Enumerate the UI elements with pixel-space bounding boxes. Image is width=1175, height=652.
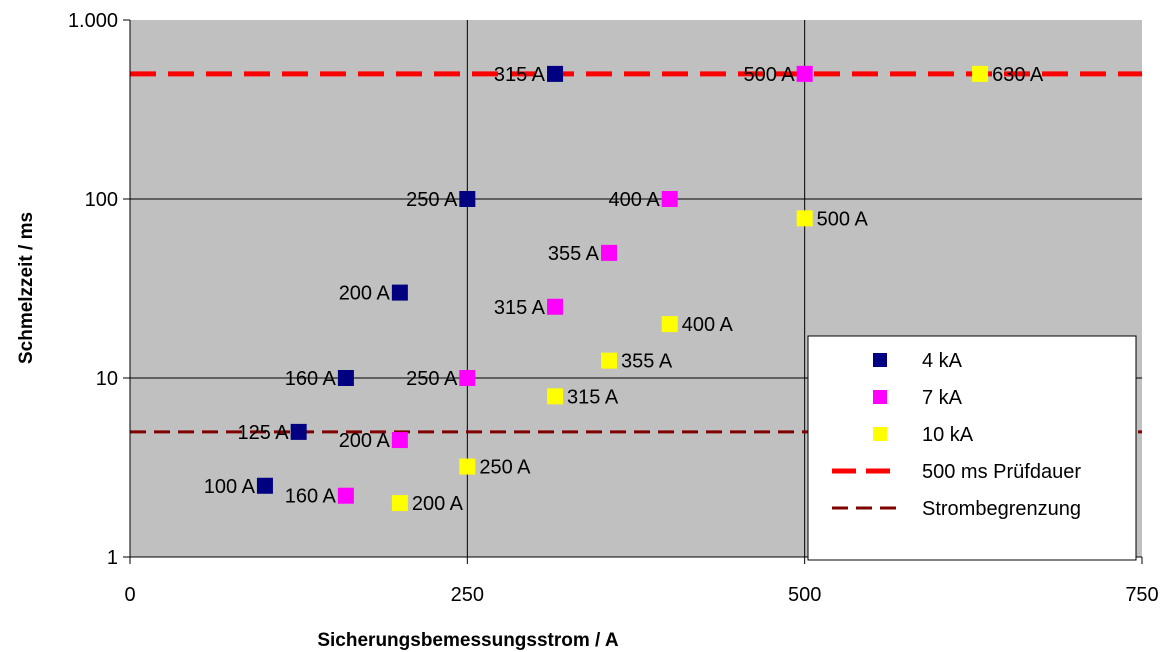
data-label: 400 A — [682, 314, 734, 336]
data-label: 355 A — [548, 243, 600, 265]
data-point-series-2 — [547, 298, 564, 315]
data-point-series-3 — [601, 352, 618, 369]
data-point-series-3 — [972, 65, 989, 82]
data-label: 200 A — [339, 430, 391, 452]
data-point-series-2 — [391, 432, 408, 449]
data-label: 125 A — [237, 422, 289, 444]
data-label: 200 A — [339, 283, 391, 305]
data-point-series-1 — [256, 477, 273, 494]
data-label: 500 A — [817, 208, 869, 230]
data-point-series-3 — [547, 388, 564, 405]
data-label: 500 A — [743, 64, 795, 86]
data-points — [256, 65, 989, 512]
legend-marker — [873, 353, 887, 367]
data-label: 315 A — [567, 386, 619, 408]
legend-marker — [873, 427, 887, 441]
legend-label: Strombegrenzung — [922, 498, 1081, 520]
data-label: 315 A — [494, 64, 546, 86]
data-label: 200 A — [412, 493, 464, 515]
data-point-series-3 — [796, 210, 813, 227]
data-point-series-1 — [391, 284, 408, 301]
x-tick-label: 250 — [451, 584, 484, 606]
legend-label: 500 ms Prüfdauer — [922, 461, 1081, 483]
data-point-series-3 — [459, 458, 476, 475]
point-labels: 100 A 125 A 160 A 200 A 250 A 315 A 160 A 200 A… — [204, 64, 1044, 515]
data-label: 160 A — [285, 486, 337, 508]
y-tick-label: 10 — [96, 368, 118, 390]
data-point-series-1 — [459, 191, 476, 207]
legend-label: 10 kA — [922, 424, 974, 446]
legend-box — [807, 335, 1137, 561]
y-tick-label: 1 — [107, 547, 118, 569]
legend-label: 4 kA — [922, 350, 963, 372]
x-tick-label: 500 — [788, 584, 821, 606]
data-label: 630 A — [992, 64, 1044, 86]
data-point-series-2 — [337, 487, 354, 504]
y-tick-label: 1.000 — [68, 10, 118, 32]
data-point-series-2 — [661, 191, 678, 207]
tick-labels: 1 10 100 1.000 0 250 500 750 — [68, 10, 1159, 606]
data-point-series-2 — [796, 65, 813, 82]
data-point-series-1 — [290, 423, 307, 440]
data-point-series-2 — [601, 244, 618, 261]
data-point-series-3 — [661, 316, 678, 333]
legend: 4 kA 7 kA 10 kA 500 ms Prüfdauer Strombegren… — [807, 335, 1137, 561]
x-tick-label: 750 — [1125, 584, 1158, 606]
data-label: 250 A — [479, 457, 531, 479]
data-label: 100 A — [204, 476, 256, 498]
data-point-series-1 — [337, 370, 354, 386]
data-label: 400 A — [609, 189, 661, 211]
x-tick-label: 0 — [124, 584, 135, 606]
legend-marker — [873, 390, 887, 404]
data-point-series-3 — [391, 495, 408, 512]
data-label: 250 A — [406, 368, 458, 390]
data-label: 355 A — [621, 351, 673, 373]
x-axis-title: Sicherungsbemessungsstrom / A — [317, 630, 619, 651]
data-label: 160 A — [285, 368, 337, 390]
legend-label: 7 kA — [922, 387, 963, 409]
y-tick-label: 100 — [85, 189, 118, 211]
data-point-series-1 — [547, 65, 564, 82]
data-label: 250 A — [406, 189, 458, 211]
y-axis-title: Schmelzzeit / ms — [16, 212, 37, 364]
data-point-series-2 — [459, 370, 476, 386]
data-label: 315 A — [494, 297, 546, 319]
